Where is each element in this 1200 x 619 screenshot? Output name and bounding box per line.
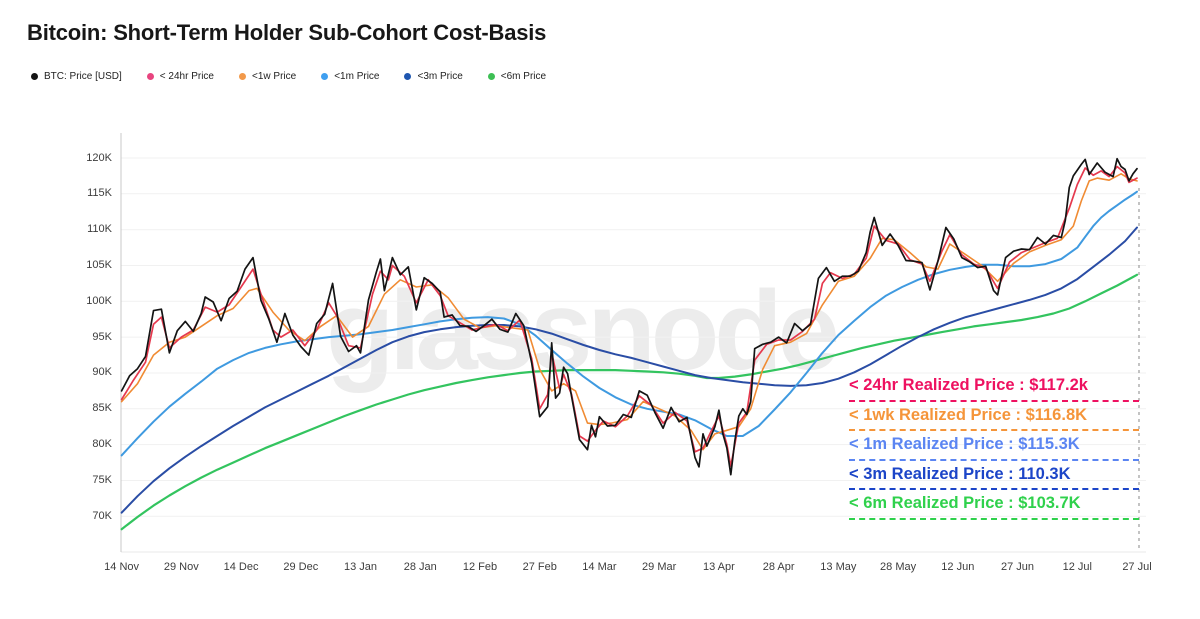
annotation-label: < 24hr Realized Price <box>849 376 1015 394</box>
x-axis-tick-label: 13 Jan <box>344 561 378 573</box>
x-axis-tick-label: 13 Apr <box>702 561 735 573</box>
x-axis-tick-label: 13 May <box>820 561 857 573</box>
legend-item-label: BTC: Price [USD] <box>44 71 122 82</box>
realized-price-annotations: < 24hr Realized Price : $117.2k < 1wk Rea… <box>849 372 1139 520</box>
legend-color-dot <box>321 73 329 80</box>
legend-color-dot <box>31 73 38 80</box>
legend-item-label: <6m Price <box>500 71 547 82</box>
x-axis-tick-label: 14 Mar <box>582 561 617 573</box>
y-axis-tick-label: 90K <box>92 366 112 379</box>
chart-legend: BTC: Price [USD] < 24hr Price <1w Price <1m… <box>31 71 546 82</box>
legend-color-dot <box>146 73 154 80</box>
y-axis-tick-label: 85K <box>92 402 112 415</box>
y-axis-tick-label: 115K <box>87 187 112 200</box>
legend-item-label: <1m Price <box>334 71 380 82</box>
legend-item-lt-24hr-price[interactable]: < 24hr Price <box>146 71 214 82</box>
series-line-lt-3m-price <box>120 226 1138 514</box>
y-axis-tick-label: 80K <box>92 438 112 451</box>
legend-color-dot <box>487 73 495 80</box>
legend-item-label: <1w Price <box>252 71 297 82</box>
series-line-lt-6m-price <box>120 273 1139 531</box>
page-title: Bitcoin: Short-Term Holder Sub-Cohort Co… <box>27 20 547 45</box>
annotation-separator: : <box>1003 435 1019 453</box>
annotation-value: $103.7K <box>1018 494 1081 512</box>
x-axis-tick-label: 14 Dec <box>223 561 259 573</box>
x-axis-tick-label: 29 Dec <box>283 561 319 573</box>
x-axis-tick-label: 27 Feb <box>522 561 557 573</box>
y-axis-tick-label: 110K <box>87 223 112 236</box>
annotation-lt-1wk-realized: < 1wk Realized Price : $116.8K <box>849 402 1139 431</box>
series-line-lt-24hr-price <box>120 165 1138 467</box>
annotation-lt-24hr-realized: < 24hr Realized Price : $117.2k <box>849 372 1139 402</box>
annotation-lt-3m-realized: < 3m Realized Price : 110.3K <box>849 461 1139 490</box>
annotation-separator: : <box>1014 376 1030 394</box>
legend-item-label: < 24hr Price <box>159 71 214 82</box>
y-axis-tick-label: 105K <box>86 258 112 271</box>
legend-color-dot <box>239 73 246 80</box>
y-axis-tick-label: 100K <box>86 294 112 307</box>
annotation-label: < 1m Realized Price <box>849 435 1004 453</box>
legend-item-lt-3m-price[interactable]: <3m Price <box>404 71 463 82</box>
x-axis-tick-label: 28 May <box>880 561 917 573</box>
y-axis-tick-label: 95K <box>92 330 112 343</box>
annotation-value: $117.2k <box>1029 376 1088 394</box>
annotation-label: < 6m Realized Price <box>849 494 1004 512</box>
x-axis-tick-label: 12 Jun <box>941 561 975 573</box>
legend-item-btc-price[interactable]: BTC: Price [USD] <box>31 71 122 82</box>
annotation-separator: : <box>1003 464 1019 483</box>
annotation-value: $115.3K <box>1018 435 1080 453</box>
y-axis-tick-label: 75K <box>92 473 112 486</box>
annotation-separator: : <box>1003 494 1019 512</box>
annotation-label: < 3m Realized Price <box>849 464 1004 483</box>
legend-item-lt-1m-price[interactable]: <1m Price <box>321 71 379 82</box>
x-axis-tick-label: 27 Jun <box>1001 561 1035 573</box>
series-line-lt-1w-price <box>120 173 1138 451</box>
x-axis-tick-label: 28 Jan <box>403 561 437 573</box>
x-axis-tick-label: 28 Apr <box>762 561 795 573</box>
annotation-value: $116.8K <box>1025 405 1088 424</box>
legend-item-lt-6m-price[interactable]: <6m Price <box>487 71 547 82</box>
x-axis-tick-label: 12 Feb <box>462 561 498 573</box>
annotation-separator: : <box>1010 405 1026 424</box>
annotation-value: 110.3K <box>1018 464 1071 483</box>
annotation-lt-1m-realized: < 1m Realized Price : $115.3K <box>849 431 1139 461</box>
series-line-btc-price <box>120 157 1138 476</box>
x-axis-tick-label: 12 Jul <box>1062 561 1092 573</box>
legend-item-label: <3m Price <box>417 71 463 82</box>
x-axis-tick-label: 29 Nov <box>163 561 199 573</box>
x-axis-tick-label: 14 Nov <box>104 561 140 573</box>
x-axis-tick-label: 27 Jul <box>1122 561 1152 573</box>
y-axis-tick-label: 120K <box>86 151 112 164</box>
legend-item-lt-1w-price[interactable]: <1w Price <box>239 71 296 82</box>
x-axis-tick-label: 29 Mar <box>642 561 677 573</box>
y-axis-tick-label: 70K <box>92 509 112 522</box>
annotation-lt-6m-realized: < 6m Realized Price : $103.7K <box>849 490 1139 520</box>
legend-color-dot <box>404 73 412 80</box>
series-line-lt-1m-price <box>120 190 1138 457</box>
annotation-label: < 1wk Realized Price <box>849 405 1011 424</box>
